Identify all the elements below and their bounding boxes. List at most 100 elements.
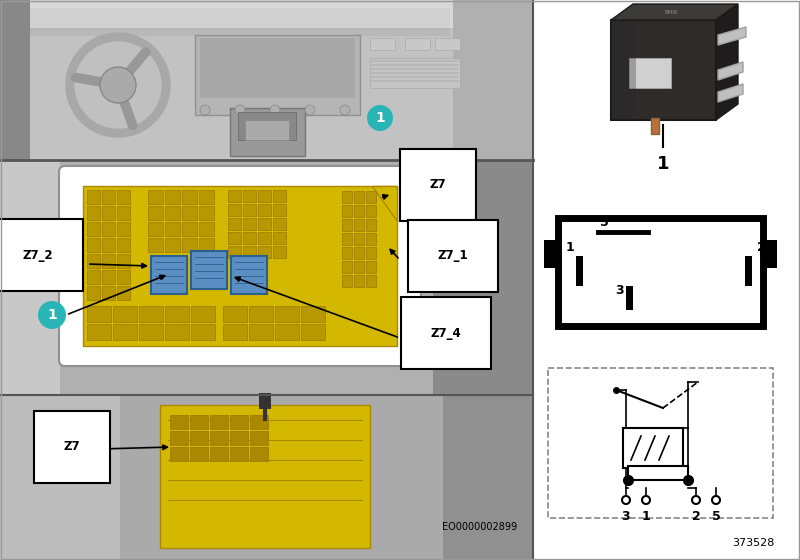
Bar [354, 219, 364, 231]
Bar [611, 20, 636, 120]
Bar [117, 190, 130, 204]
Bar [623, 428, 683, 468]
Circle shape [305, 105, 315, 115]
Bar [228, 204, 241, 216]
Bar [210, 431, 228, 445]
Bar [165, 238, 180, 252]
Bar [148, 238, 163, 252]
Bar [366, 205, 376, 217]
Bar [259, 393, 271, 409]
Bar [199, 206, 214, 220]
Text: 1: 1 [642, 510, 650, 523]
Bar [228, 232, 241, 244]
Bar [102, 270, 115, 284]
Bar [273, 232, 286, 244]
Bar [354, 205, 364, 217]
Bar [230, 447, 248, 461]
Bar [165, 306, 189, 322]
Bar [0, 160, 533, 395]
Bar [371, 64, 459, 66]
Bar [273, 246, 286, 258]
Bar [533, 0, 800, 560]
Bar [230, 431, 248, 445]
Bar [30, 28, 450, 36]
Bar [354, 247, 364, 259]
Circle shape [200, 105, 210, 115]
Bar [231, 256, 267, 294]
Bar [117, 222, 130, 236]
Circle shape [692, 496, 700, 504]
Bar [182, 222, 197, 236]
Bar [366, 247, 376, 259]
Text: 1: 1 [375, 111, 385, 125]
Bar [275, 324, 299, 340]
Bar [342, 219, 352, 231]
Polygon shape [611, 4, 738, 20]
Bar [113, 324, 137, 340]
Bar [628, 466, 688, 480]
Bar [0, 160, 60, 395]
Bar [301, 306, 325, 322]
Bar [354, 275, 364, 287]
Polygon shape [718, 84, 743, 102]
Bar [0, 395, 120, 560]
Bar [371, 80, 459, 82]
Bar [342, 191, 352, 203]
Bar [87, 190, 100, 204]
Bar [342, 261, 352, 273]
Bar [366, 219, 376, 231]
Circle shape [367, 105, 393, 131]
Bar [544, 240, 558, 268]
Bar [371, 72, 459, 74]
Bar [230, 108, 305, 156]
Bar [250, 431, 268, 445]
Bar [182, 190, 197, 204]
Bar [117, 254, 130, 268]
Bar [0, 395, 533, 560]
Circle shape [100, 67, 136, 103]
Polygon shape [75, 42, 161, 128]
Bar [745, 256, 752, 286]
Bar [342, 233, 352, 245]
Bar [170, 431, 188, 445]
Bar [210, 447, 228, 461]
Text: Z7: Z7 [64, 441, 80, 454]
Bar [0, 0, 30, 160]
Bar [87, 238, 100, 252]
Circle shape [642, 496, 650, 504]
Bar [228, 190, 241, 202]
Bar [190, 447, 208, 461]
Circle shape [712, 496, 720, 504]
Bar [354, 261, 364, 273]
Text: 3: 3 [615, 283, 624, 296]
Circle shape [270, 105, 280, 115]
Bar [371, 68, 459, 70]
Bar [243, 246, 256, 258]
Bar [354, 233, 364, 245]
Circle shape [38, 301, 66, 329]
Text: EO0000002899: EO0000002899 [442, 522, 518, 532]
Text: 1: 1 [566, 241, 574, 254]
Bar [87, 306, 111, 322]
Polygon shape [372, 186, 397, 221]
Polygon shape [66, 33, 170, 137]
Bar [366, 233, 376, 245]
Circle shape [622, 496, 630, 504]
Bar [148, 222, 163, 236]
Text: 1: 1 [47, 308, 57, 322]
Bar [87, 286, 100, 300]
Bar [230, 415, 248, 429]
Bar [191, 324, 215, 340]
Text: BMW: BMW [664, 10, 678, 15]
Text: Z7_2: Z7_2 [22, 249, 54, 262]
Bar [245, 120, 289, 140]
Bar [443, 395, 533, 560]
Bar [342, 247, 352, 259]
Bar [576, 256, 583, 286]
Bar [102, 222, 115, 236]
Bar [626, 286, 633, 310]
Bar [238, 112, 296, 140]
Bar [102, 254, 115, 268]
FancyBboxPatch shape [59, 166, 421, 366]
Polygon shape [718, 27, 746, 45]
